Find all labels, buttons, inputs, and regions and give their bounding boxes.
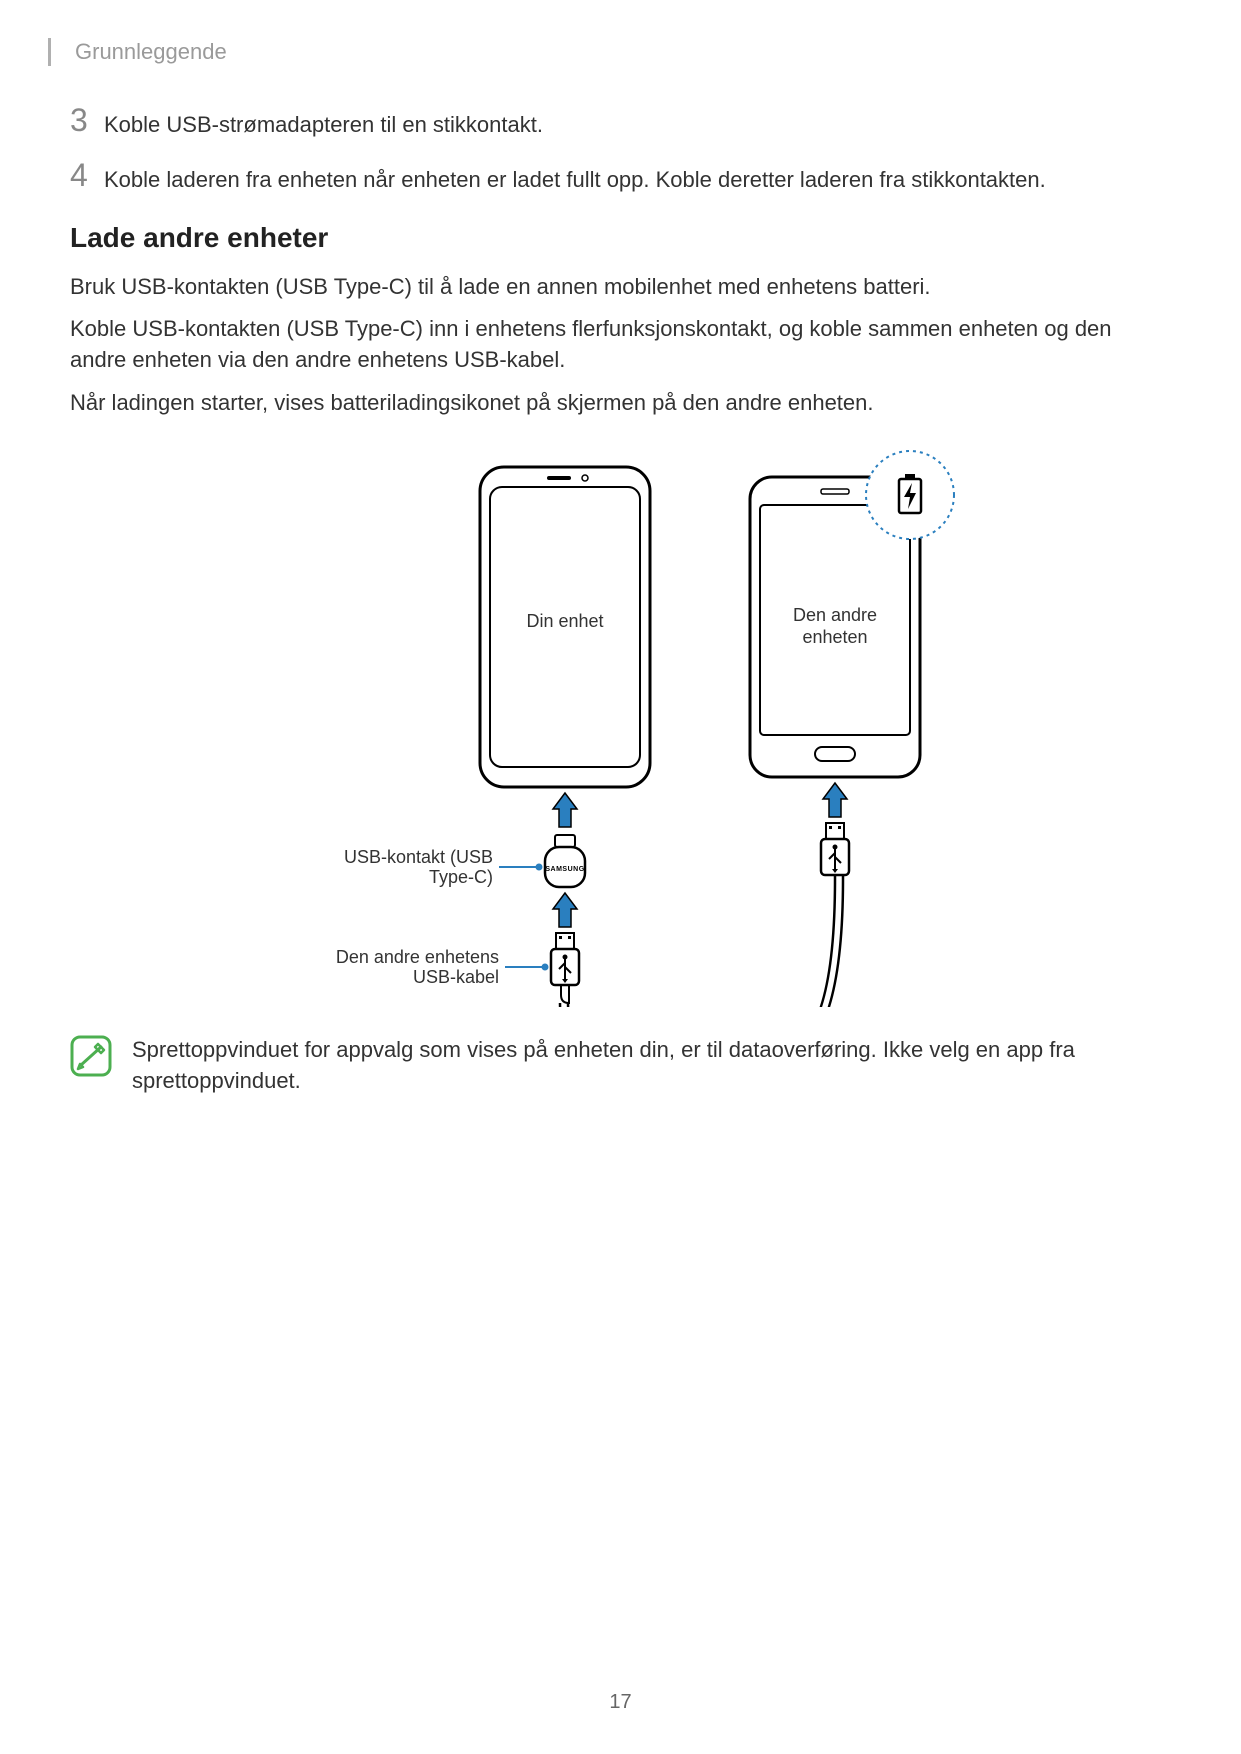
- note: Sprettoppvinduet for appvalg som vises p…: [70, 1035, 1170, 1097]
- paragraph: Bruk USB-kontakten (USB Type-C) til å la…: [70, 272, 1170, 303]
- charging-diagram: Din enhet Den andreenheten SAMSUNG USB-kont…: [70, 447, 1170, 1007]
- svg-text:USB-kontakt (USB: USB-kontakt (USB: [344, 847, 493, 867]
- svg-text:Type-C): Type-C): [429, 867, 493, 887]
- diagram-svg: Din enhet Den andreenheten SAMSUNG USB-kont…: [260, 447, 980, 1007]
- section-heading: Lade andre enheter: [70, 222, 1170, 254]
- svg-text:enheten: enheten: [802, 627, 867, 647]
- step-4: 4 Koble laderen fra enheten når enheten …: [70, 163, 1170, 196]
- paragraph: Når ladingen starter, vises batteriladin…: [70, 388, 1170, 419]
- paragraph: Koble USB-kontakten (USB Type-C) inn i e…: [70, 314, 1170, 376]
- svg-text:Den andre: Den andre: [793, 605, 877, 625]
- svg-text:SAMSUNG: SAMSUNG: [545, 866, 584, 873]
- page-header: Grunnleggende: [48, 38, 227, 66]
- svg-text:USB-kabel: USB-kabel: [413, 967, 499, 987]
- svg-text:Din enhet: Din enhet: [526, 611, 603, 631]
- note-icon: [70, 1035, 112, 1077]
- header-section-title: Grunnleggende: [75, 39, 227, 65]
- step-text: Koble laderen fra enheten når enheten er…: [104, 163, 1046, 196]
- step-text: Koble USB-strømadapteren til en stikkont…: [104, 108, 543, 141]
- step-number: 4: [70, 159, 104, 191]
- note-text: Sprettoppvinduet for appvalg som vises p…: [132, 1035, 1170, 1097]
- step-number: 3: [70, 104, 104, 136]
- page-number: 17: [0, 1691, 1241, 1714]
- step-3: 3 Koble USB-strømadapteren til en stikko…: [70, 108, 1170, 141]
- svg-text:Den andre enhetens: Den andre enhetens: [336, 947, 499, 967]
- header-accent-bar: [48, 38, 51, 66]
- page-content: 3 Koble USB-strømadapteren til en stikko…: [70, 108, 1170, 1096]
